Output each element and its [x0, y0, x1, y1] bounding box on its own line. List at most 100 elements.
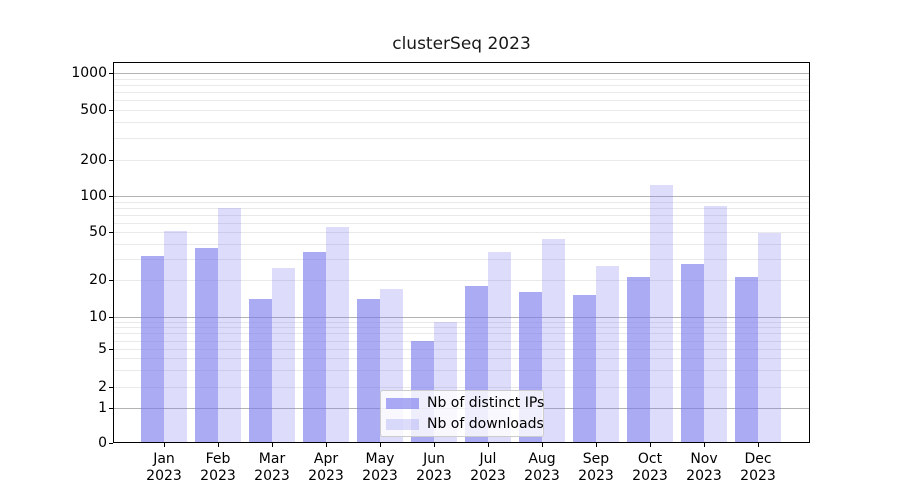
- y-tick-label: 2: [98, 378, 107, 395]
- x-tick-month: Apr: [313, 451, 339, 467]
- bar-ips-jan: [141, 255, 164, 443]
- y-tick-label: 10: [89, 308, 107, 325]
- y-tick-label: 20: [89, 272, 107, 288]
- y-tick-label: 500: [80, 101, 107, 118]
- x-tick-mark: [434, 443, 435, 447]
- x-tick-label: Aug 2023: [510, 451, 574, 484]
- bar-ips-sep: [573, 295, 596, 443]
- bar-ips-nov: [681, 264, 704, 443]
- x-tick-month: Jun: [423, 451, 445, 467]
- y-tick-mark: [109, 280, 113, 281]
- x-tick-mark: [326, 443, 327, 447]
- x-tick-label: Sep 2023: [564, 451, 628, 484]
- y-tick-label: 5: [98, 341, 107, 357]
- y-tick-label: 50: [89, 224, 107, 241]
- x-tick-year: 2023: [362, 467, 398, 484]
- x-tick-mark: [488, 443, 489, 447]
- bar-ips-may: [357, 298, 380, 443]
- bar-downloads-oct: [650, 184, 673, 443]
- bar-ips-dec: [735, 277, 758, 443]
- x-tick-label: Jun 2023: [402, 451, 466, 484]
- gridline-minor: [114, 207, 809, 209]
- gridline-minor: [114, 386, 809, 388]
- bar-downloads-apr: [326, 227, 349, 443]
- x-tick-label: Feb 2023: [186, 451, 250, 484]
- x-tick-year: 2023: [524, 467, 560, 484]
- y-tick-mark: [109, 160, 113, 162]
- gridline-minor: [114, 321, 809, 323]
- x-tick-mark: [650, 443, 651, 447]
- gridline-minor: [114, 91, 809, 93]
- gridline-minor: [114, 258, 809, 260]
- x-tick-year: 2023: [200, 467, 236, 484]
- x-tick-mark: [272, 443, 273, 447]
- plot-area: [113, 62, 810, 443]
- chart-title: clusterSeq 2023: [392, 34, 531, 54]
- x-tick-month: May: [365, 451, 395, 467]
- legend-label-distinct-ips: Nb of distinct IPs: [427, 395, 545, 411]
- x-tick-label: Jan 2023: [132, 451, 196, 484]
- gridline-minor: [114, 333, 809, 335]
- x-tick-month: Feb: [205, 451, 231, 467]
- gridline-minor: [114, 340, 809, 342]
- gridline-major: [114, 196, 809, 197]
- x-tick-label: Apr 2023: [294, 451, 358, 484]
- gridline-minor: [114, 99, 809, 101]
- x-tick-year: 2023: [146, 467, 182, 484]
- y-tick-label: 0: [98, 435, 107, 452]
- legend-label-downloads: Nb of downloads: [427, 416, 544, 432]
- bar-downloads-feb: [218, 207, 241, 443]
- x-tick-month: Jul: [479, 451, 497, 467]
- x-tick-month: Nov: [690, 451, 718, 467]
- x-tick-mark: [542, 443, 543, 447]
- x-tick-year: 2023: [416, 467, 452, 484]
- bar-downloads-sep: [596, 266, 619, 443]
- x-tick-year: 2023: [686, 467, 722, 484]
- x-tick-year: 2023: [308, 467, 344, 484]
- x-tick-mark: [758, 443, 759, 447]
- x-tick-mark: [380, 443, 381, 447]
- gridline-minor: [114, 327, 809, 329]
- x-tick-year: 2023: [632, 467, 668, 484]
- gridline-minor: [114, 84, 809, 86]
- x-tick-label: Mar 2023: [240, 451, 304, 484]
- x-tick-year: 2023: [740, 467, 776, 484]
- x-tick-label: Oct 2023: [618, 451, 682, 484]
- bar-ips-oct: [627, 277, 650, 443]
- y-tick-mark: [109, 73, 113, 75]
- bar-downloads-dec: [758, 233, 781, 443]
- x-tick-label: Nov 2023: [672, 451, 736, 484]
- gridline-minor: [114, 121, 809, 123]
- gridline-major: [114, 73, 809, 75]
- x-tick-label: May 2023: [348, 451, 412, 484]
- legend-item-downloads: Nb of downloads: [386, 415, 544, 433]
- bar-ips-mar: [249, 298, 272, 443]
- gridline-minor: [114, 214, 809, 216]
- legend-swatch-downloads: [386, 418, 419, 430]
- y-tick-mark: [109, 232, 113, 234]
- x-tick-mark: [704, 443, 705, 447]
- gridline-minor: [114, 137, 809, 139]
- bar-downloads-jan: [164, 231, 187, 443]
- x-tick-label: Dec 2023: [726, 451, 790, 484]
- y-tick-mark: [109, 386, 113, 388]
- gridline-minor: [114, 78, 809, 80]
- x-tick-month: Oct: [637, 451, 663, 467]
- x-tick-month: Aug: [528, 451, 556, 467]
- legend: Nb of distinct IPs Nb of downloads: [380, 390, 544, 437]
- x-tick-month: Jan: [153, 451, 175, 467]
- legend-swatch-distinct-ips: [386, 397, 419, 409]
- x-tick-month: Mar: [258, 451, 286, 467]
- gridline-minor: [114, 232, 809, 234]
- y-tick-mark: [109, 316, 113, 318]
- x-tick-year: 2023: [578, 467, 614, 484]
- y-tick-label: 200: [80, 152, 107, 169]
- bar-ips-apr: [303, 252, 326, 443]
- y-tick-mark: [109, 349, 113, 350]
- y-tick-mark: [109, 196, 113, 197]
- legend-item-distinct-ips: Nb of distinct IPs: [386, 394, 544, 412]
- gridline-minor: [114, 243, 809, 245]
- gridline-minor: [114, 370, 809, 372]
- gridline-major: [114, 316, 809, 318]
